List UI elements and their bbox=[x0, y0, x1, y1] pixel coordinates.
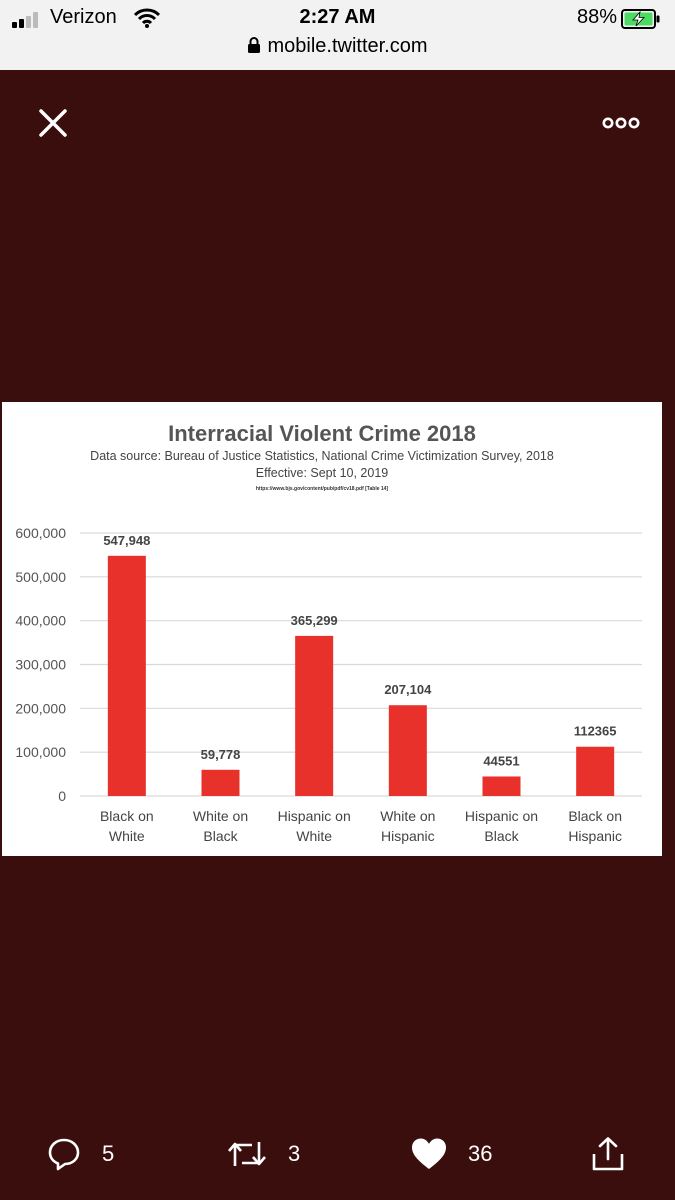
battery-charging-icon bbox=[621, 9, 660, 29]
category-label: Hispanic bbox=[568, 828, 622, 844]
lock-icon bbox=[248, 37, 261, 53]
chart-image[interactable]: Interracial Violent Crime 2018 Data sour… bbox=[2, 402, 662, 856]
y-tick-label: 600,000 bbox=[15, 525, 66, 541]
y-tick-label: 100,000 bbox=[15, 744, 66, 760]
chart-subtitle: Data source: Bureau of Justice Statistic… bbox=[90, 449, 554, 463]
share-button[interactable] bbox=[590, 1136, 626, 1172]
bar bbox=[201, 769, 240, 796]
data-label: 59,778 bbox=[201, 747, 241, 762]
data-label: 207,104 bbox=[384, 682, 432, 697]
data-label: 44551 bbox=[483, 753, 519, 768]
y-tick-label: 400,000 bbox=[15, 613, 66, 629]
tweet-action-bar: 5 3 36 bbox=[0, 1120, 675, 1190]
bar bbox=[107, 555, 146, 796]
chart-title: Interracial Violent Crime 2018 bbox=[168, 421, 476, 446]
signal-strength-icon bbox=[12, 12, 38, 28]
like-button[interactable]: 36 bbox=[410, 1136, 492, 1172]
reply-button[interactable]: 5 bbox=[46, 1136, 114, 1172]
chart-effective-date: Effective: Sept 10, 2019 bbox=[256, 466, 389, 480]
wifi-icon bbox=[134, 8, 160, 28]
category-label: White on bbox=[193, 808, 248, 824]
data-label: 112365 bbox=[574, 724, 617, 739]
more-horizontal-icon[interactable] bbox=[600, 114, 642, 132]
share-icon bbox=[592, 1137, 624, 1171]
reply-icon bbox=[48, 1138, 80, 1171]
bar-chart: Interracial Violent Crime 2018 Data sour… bbox=[15, 421, 642, 844]
close-icon[interactable] bbox=[36, 106, 70, 140]
y-tick-label: 200,000 bbox=[15, 700, 66, 716]
chart-source-url: https://www.bjs.gov/content/pub/pdf/cv18… bbox=[256, 486, 389, 492]
category-label: Black on bbox=[568, 808, 622, 824]
data-label: 365,299 bbox=[291, 613, 338, 628]
status-bar: Verizon 2:27 AM 88% mobile.twitter.com bbox=[0, 0, 675, 70]
y-tick-label: 300,000 bbox=[15, 657, 66, 673]
like-count: 36 bbox=[468, 1141, 493, 1166]
battery-percent: 88% bbox=[576, 6, 617, 28]
heart-icon bbox=[412, 1138, 446, 1169]
data-label: 547,948 bbox=[103, 533, 150, 548]
category-label: Black bbox=[203, 828, 238, 844]
reply-count: 5 bbox=[102, 1141, 115, 1166]
url-bar[interactable]: mobile.twitter.com bbox=[0, 35, 675, 58]
category-label: White on bbox=[380, 808, 435, 824]
category-label: White bbox=[109, 828, 145, 844]
category-label: Hispanic on bbox=[278, 808, 351, 824]
retweet-icon bbox=[228, 1142, 266, 1166]
category-label: Hispanic bbox=[381, 828, 435, 844]
category-label: Hispanic on bbox=[465, 808, 538, 824]
category-label: Black bbox=[484, 828, 519, 844]
bar bbox=[482, 776, 521, 796]
retweet-count: 3 bbox=[288, 1141, 301, 1166]
category-label: Black on bbox=[100, 808, 154, 824]
bar bbox=[295, 635, 334, 796]
retweet-button[interactable]: 3 bbox=[226, 1136, 300, 1172]
bar bbox=[576, 746, 615, 796]
y-tick-label: 500,000 bbox=[15, 569, 66, 585]
url-text: mobile.twitter.com bbox=[267, 35, 428, 57]
carrier-name: Verizon bbox=[50, 6, 117, 28]
bar bbox=[388, 705, 427, 796]
y-tick-label: 0 bbox=[58, 788, 66, 804]
category-label: White bbox=[296, 828, 332, 844]
